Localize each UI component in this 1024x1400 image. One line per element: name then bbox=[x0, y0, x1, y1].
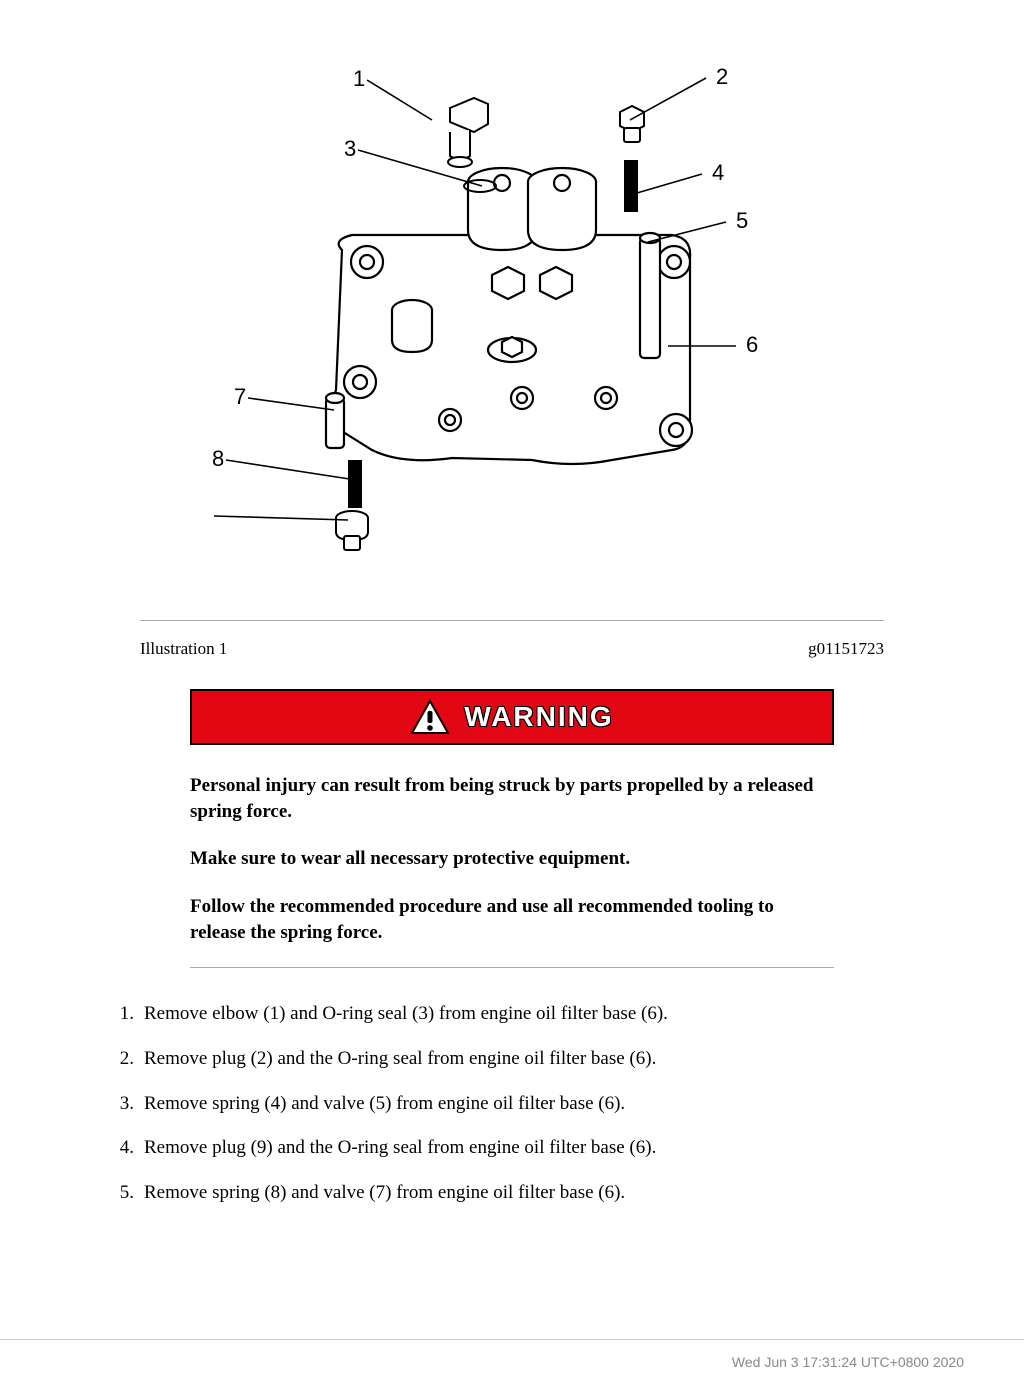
svg-text:7: 7 bbox=[234, 384, 246, 409]
warning-banner: WARNING bbox=[190, 689, 834, 745]
step-item: 1.Remove elbow (1) and O-ring seal (3) f… bbox=[110, 1002, 924, 1027]
svg-text:1: 1 bbox=[353, 66, 365, 91]
svg-text:4: 4 bbox=[712, 160, 724, 185]
warning-body: Personal injury can result from being st… bbox=[190, 773, 834, 945]
svg-text:5: 5 bbox=[736, 208, 748, 233]
step-item: 3.Remove spring (4) and valve (5) from e… bbox=[110, 1092, 924, 1117]
page-footer: Wed Jun 3 17:31:24 UTC+0800 2020 bbox=[0, 1339, 1024, 1370]
caption-right: g01151723 bbox=[808, 639, 884, 659]
svg-text:3: 3 bbox=[344, 136, 356, 161]
svg-text:6: 6 bbox=[746, 332, 758, 357]
technical-illustration: 123456789 bbox=[212, 40, 812, 600]
warning-paragraph: Make sure to wear all necessary protecti… bbox=[190, 846, 834, 872]
warning-paragraph: Personal injury can result from being st… bbox=[190, 773, 834, 824]
illustration-caption: Illustration 1 g01151723 bbox=[140, 620, 884, 659]
step-item: 2.Remove plug (2) and the O-ring seal fr… bbox=[110, 1047, 924, 1072]
warning-banner-text: WARNING bbox=[464, 701, 613, 733]
warning-triangle-icon bbox=[410, 699, 450, 735]
step-item: 5.Remove spring (8) and valve (7) from e… bbox=[110, 1181, 924, 1206]
warning-paragraph: Follow the recommended procedure and use… bbox=[190, 894, 834, 945]
footer-timestamp: Wed Jun 3 17:31:24 UTC+0800 2020 bbox=[732, 1354, 964, 1370]
procedure-steps: 1.Remove elbow (1) and O-ring seal (3) f… bbox=[110, 1002, 924, 1205]
svg-text:8: 8 bbox=[212, 446, 224, 471]
divider bbox=[190, 967, 834, 968]
svg-text:2: 2 bbox=[716, 64, 728, 89]
caption-left: Illustration 1 bbox=[140, 639, 227, 659]
step-item: 4.Remove plug (9) and the O-ring seal fr… bbox=[110, 1136, 924, 1161]
